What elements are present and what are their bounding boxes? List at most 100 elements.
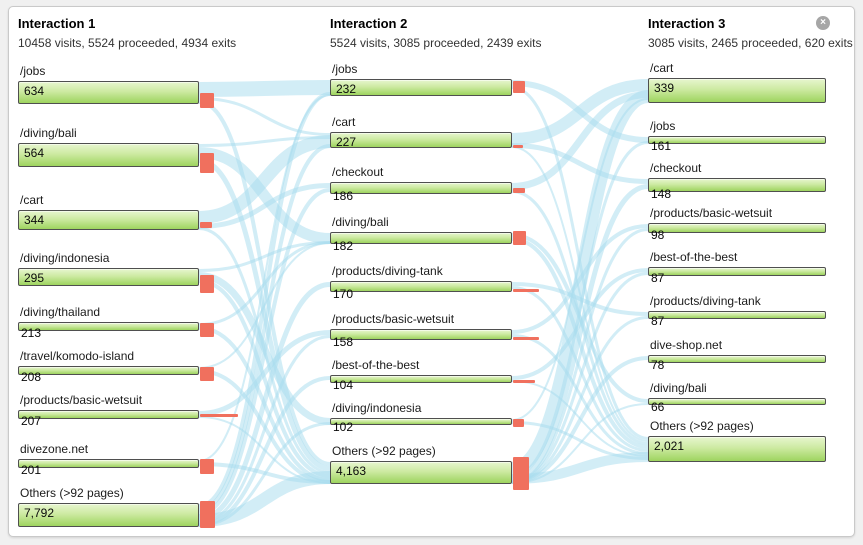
- page-label: /diving/indonesia: [332, 401, 422, 415]
- visits-count: 2,021: [654, 439, 685, 453]
- flow-ribbon[interactable]: [198, 471, 331, 527]
- flow-ribbon[interactable]: [198, 158, 331, 471]
- page-label: /best-of-the-best: [332, 358, 420, 372]
- visits-bar[interactable]: [330, 232, 512, 244]
- visits-bar[interactable]: [18, 410, 199, 419]
- visits-bar[interactable]: 4,163: [330, 461, 512, 484]
- visits-bar[interactable]: [18, 366, 199, 375]
- flow-ribbon[interactable]: [511, 286, 649, 452]
- visits-bar[interactable]: [648, 223, 826, 233]
- visits-bar[interactable]: 634: [18, 81, 199, 104]
- flow-ribbon[interactable]: [198, 279, 331, 478]
- close-icon[interactable]: ×: [816, 16, 830, 30]
- page-label: Others (>92 pages): [332, 444, 436, 458]
- exit-flow: [200, 459, 214, 474]
- flow-ribbon[interactable]: [198, 282, 331, 521]
- visits-bar[interactable]: [330, 375, 512, 383]
- flow-ribbon[interactable]: [511, 79, 649, 145]
- exit-flow: [200, 323, 214, 337]
- page-label: /products/diving-tank: [332, 264, 443, 278]
- visits-count: 227: [336, 135, 357, 149]
- visits-bar[interactable]: [330, 418, 512, 425]
- flow-ribbon[interactable]: [198, 188, 331, 516]
- visits-bar[interactable]: [648, 136, 826, 144]
- visits-count: 87: [651, 314, 665, 328]
- visits-bar[interactable]: 295: [18, 268, 199, 286]
- visits-count: 232: [336, 82, 357, 96]
- page-label: /diving/thailand: [20, 305, 101, 319]
- flow-ribbon[interactable]: [511, 334, 649, 455]
- flow-ribbon[interactable]: [511, 91, 649, 190]
- visits-bar[interactable]: [18, 322, 199, 331]
- flow-ribbon[interactable]: [511, 141, 649, 478]
- visits-bar[interactable]: 232: [330, 79, 512, 96]
- page-label: Others (>92 pages): [20, 486, 124, 500]
- visits-bar[interactable]: 2,021: [648, 436, 826, 462]
- exit-flow: [513, 145, 523, 148]
- flow-ribbon[interactable]: [198, 241, 331, 272]
- flow-ribbon[interactable]: [511, 143, 649, 184]
- flow-ribbon[interactable]: [511, 272, 649, 484]
- exit-flow: [513, 231, 526, 245]
- visits-count: 564: [24, 146, 45, 160]
- visits-count: 66: [651, 400, 665, 414]
- flow-ribbon[interactable]: [198, 135, 331, 224]
- visits-bar[interactable]: [330, 281, 512, 292]
- page-label: /cart: [20, 193, 44, 207]
- visits-bar[interactable]: [330, 329, 512, 340]
- exit-flow: [513, 337, 539, 340]
- page-label: /cart: [650, 61, 674, 75]
- flow-ribbon[interactable]: [198, 97, 331, 136]
- visits-count: 148: [651, 187, 672, 201]
- flow-ribbon[interactable]: [511, 184, 649, 483]
- flow-ribbon[interactable]: [510, 90, 650, 475]
- visits-bar[interactable]: 564: [18, 143, 199, 167]
- visits-bar[interactable]: [18, 459, 199, 468]
- visits-bar[interactable]: 344: [18, 210, 199, 230]
- page-label: /diving/indonesia: [20, 251, 110, 265]
- visits-count: 339: [654, 81, 675, 95]
- page-label: /checkout: [332, 165, 384, 179]
- flow-ribbon[interactable]: [511, 228, 649, 484]
- page-label: /travel/komodo-island: [20, 349, 135, 363]
- visits-count: 87: [651, 271, 665, 285]
- interaction-stats: 3085 visits, 2465 proceeded, 620 exits: [648, 36, 853, 50]
- visits-bar[interactable]: [648, 267, 826, 276]
- visits-count: 78: [651, 358, 665, 372]
- page-label: /cart: [332, 115, 356, 129]
- visits-bar[interactable]: 7,792: [18, 503, 199, 527]
- page-label: /diving/bali: [20, 126, 77, 140]
- flow-ribbon[interactable]: [198, 147, 331, 244]
- visits-count: 207: [21, 414, 42, 428]
- visits-count: 98: [651, 228, 665, 242]
- visits-bar[interactable]: [648, 398, 826, 405]
- visits-bar[interactable]: [648, 311, 826, 319]
- page-label: /products/diving-tank: [650, 294, 761, 308]
- flow-ribbon[interactable]: [198, 330, 331, 416]
- visits-count: 208: [21, 370, 42, 384]
- flow-ribbon[interactable]: [511, 452, 649, 484]
- page-label: /diving/bali: [650, 381, 707, 395]
- visits-bar[interactable]: [648, 355, 826, 363]
- visits-count: 201: [21, 463, 42, 477]
- flow-ribbon[interactable]: [198, 183, 331, 229]
- flow-ribbon[interactable]: [198, 144, 331, 512]
- visits-count: 295: [24, 271, 45, 285]
- page-label: /jobs: [20, 64, 46, 78]
- page-label: /best-of-the-best: [650, 250, 738, 264]
- page-label: /diving/bali: [332, 215, 389, 229]
- exit-flow: [200, 367, 214, 381]
- page-label: /jobs: [332, 62, 358, 76]
- visits-bar[interactable]: 227: [330, 132, 512, 149]
- flow-ribbon[interactable]: [198, 80, 331, 97]
- visits-count: 182: [333, 239, 354, 253]
- visits-bar[interactable]: 339: [648, 78, 826, 103]
- page-label: dive-shop.net: [650, 338, 723, 352]
- visits-bar[interactable]: [330, 182, 512, 194]
- page-label: /products/basic-wetsuit: [650, 206, 773, 220]
- visits-bar[interactable]: [648, 178, 826, 192]
- page-label: divezone.net: [20, 442, 89, 456]
- exit-flow: [200, 501, 215, 528]
- flow-ribbon[interactable]: [198, 92, 331, 508]
